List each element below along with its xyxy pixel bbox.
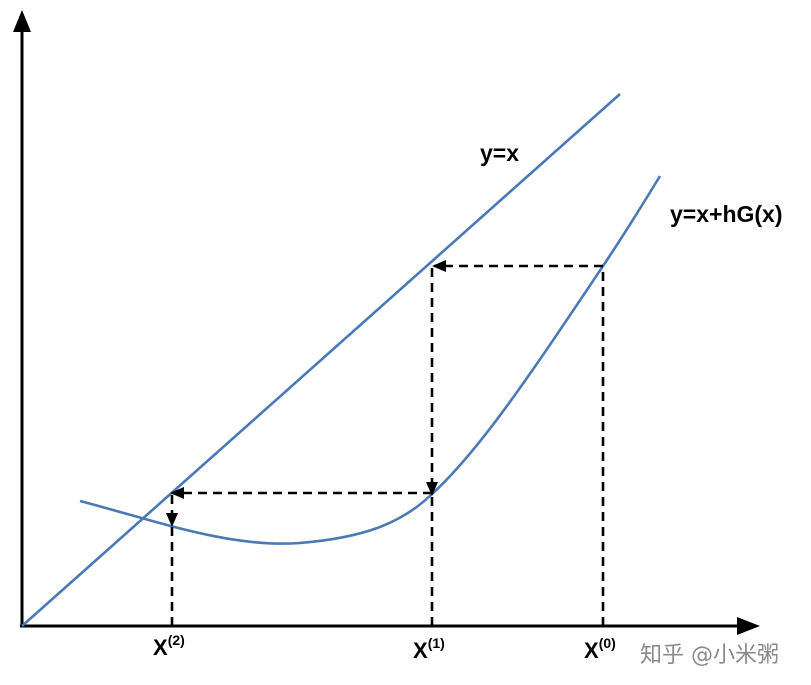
watermark: 知乎 @小米粥 (640, 643, 779, 668)
iterate-label-x2: X(2) (153, 632, 185, 660)
iterate-label-x0: X(0) (584, 635, 616, 663)
identity-line (21, 93, 621, 627)
iterate-label-x1: X(1) (413, 635, 445, 663)
map-curve (79, 175, 662, 545)
y-axis-arrowhead (13, 10, 31, 32)
map-curve-label: y=x+hG(x) (670, 201, 783, 227)
x-axis-arrowhead (737, 617, 760, 635)
identity-line-label: y=x (480, 140, 519, 166)
